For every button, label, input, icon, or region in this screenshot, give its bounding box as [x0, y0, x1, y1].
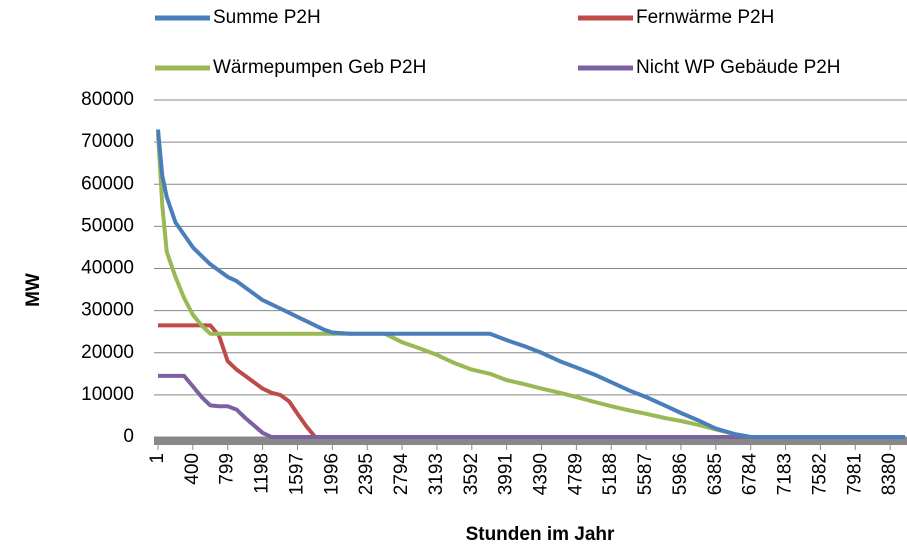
- x-tick-label: 2794: [391, 453, 412, 496]
- x-axis-title: Stunden im Jahr: [466, 524, 615, 545]
- x-tick-label: 1996: [321, 453, 342, 495]
- y-tick-label: 50000: [81, 215, 134, 236]
- y-axis-title: MW: [23, 273, 44, 307]
- x-tick-label: 5986: [670, 453, 691, 495]
- x-tick-label: 1: [147, 453, 168, 464]
- x-tick-label: 1198: [252, 453, 273, 494]
- y-tick-label: 20000: [81, 342, 134, 363]
- x-tick-label: 3592: [461, 453, 482, 495]
- x-tick-label: 400: [182, 453, 203, 485]
- series-line: [158, 373, 905, 439]
- y-tick-label: 0: [123, 426, 134, 447]
- x-tick-label: 799: [217, 453, 238, 485]
- x-tick-label: 3193: [426, 453, 447, 495]
- legend-label: Nicht WP Gebäude P2H: [636, 57, 841, 78]
- x-tick-label: 7183: [775, 453, 796, 495]
- x-tick-label: 5587: [635, 453, 656, 495]
- x-tick-label: 5188: [600, 453, 621, 495]
- x-tick-label: 6784: [740, 453, 761, 496]
- y-tick-label: 10000: [81, 384, 134, 405]
- legend-label: Summe P2H: [213, 7, 321, 28]
- x-tick-label: 6385: [705, 453, 726, 495]
- x-tick-label: 4390: [531, 453, 552, 495]
- y-tick-label: 40000: [81, 258, 134, 279]
- x-tick-label: 1597: [286, 453, 307, 495]
- y-tick-label: 70000: [81, 131, 134, 152]
- y-tick-label: 80000: [81, 89, 134, 110]
- legend-label: Fernwärme P2H: [636, 7, 774, 28]
- x-tick-label: 8380: [879, 453, 900, 495]
- series-line: [156, 129, 905, 439]
- legend-label: Wärmepumpen Geb P2H: [213, 57, 426, 78]
- x-tick-label: 7582: [809, 453, 830, 495]
- x-tick-label: 3991: [496, 453, 517, 495]
- x-tick-label: 7981: [844, 453, 865, 495]
- y-tick-label: 60000: [81, 173, 134, 194]
- x-tick-label: 2395: [356, 453, 377, 495]
- y-tick-label: 30000: [81, 300, 134, 321]
- series-line: [158, 323, 905, 439]
- x-tick-label: 4789: [565, 453, 586, 495]
